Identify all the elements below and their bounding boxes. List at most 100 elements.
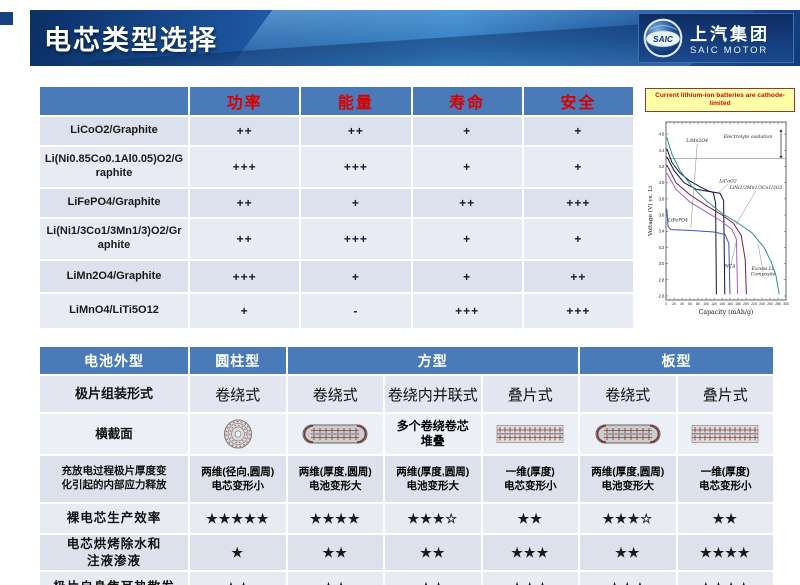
form-row-label: 横截面 (38, 412, 190, 456)
rating-cell: + (410, 145, 524, 189)
rating-cell: +++ (521, 187, 636, 219)
logo-brand-en: SAIC MOTOR (690, 45, 768, 56)
series-LiMn2O4 (666, 148, 717, 295)
svg-text:NCA: NCA (724, 263, 737, 269)
svg-text:Composite: Composite (751, 271, 776, 277)
svg-text:Excess Li,: Excess Li, (751, 266, 776, 272)
rating-cell: + (299, 259, 413, 294)
material-row: Li(Ni0.85Co0.1Al0.05)O2/Graphite +++ +++ + + (38, 145, 636, 189)
svg-text:180: 180 (735, 302, 741, 306)
svg-text:80: 80 (696, 302, 700, 306)
criterion-header-1: 能量 (299, 85, 413, 117)
material-row: LiCoO2/Graphite ++ ++ + + (38, 115, 636, 147)
form-row: 裸电芯生产效率 ★★★★★ ★★★★ ★★★☆ ★★ ★★★☆ ★★ (38, 502, 775, 535)
rating-cell: ++ (521, 259, 636, 294)
form-cell: 叠片式 (675, 374, 775, 414)
form-cell: ★★★☆ (675, 570, 775, 585)
stacked-cross-section-icon (691, 425, 759, 443)
svg-text:300: 300 (783, 302, 789, 306)
spiral-cross-section-icon (223, 419, 252, 449)
shape-group-header-0: 圆柱型 (188, 345, 288, 376)
form-row-label: 裸电芯生产效率 (38, 502, 190, 535)
series-LiNi1/3Mn1/3Co1/3O2 (666, 164, 747, 295)
form-cell: 一维(厚度) 电芯变形小 (480, 454, 580, 504)
rating-cell: +++ (299, 145, 413, 189)
material-name: LiMnO4/LiTi5O12 (38, 292, 190, 330)
svg-text:3.4: 3.4 (659, 229, 665, 234)
form-cell: 卷绕式 (285, 374, 385, 414)
cell-format-table: 电池外型 圆柱型 方型 板型 极片组装形式 卷绕式 卷绕式 卷绕内并联式 叠片式 卷绕式 叠片式 横截… (38, 345, 775, 585)
cross-section-cell (188, 412, 288, 456)
form-cell: 叠片式 (480, 374, 580, 414)
rating-cell: + (410, 115, 524, 147)
voltage-capacity-chart: 0 20 40 60 80 100 120 140 160 180 200 220 240 260 280 3… (645, 115, 795, 332)
series-Excess Li Composite (666, 137, 780, 295)
rating-cell: ++ (187, 115, 302, 147)
form-cell: ★★ (383, 533, 483, 572)
svg-text:120: 120 (711, 302, 717, 306)
svg-text:4.2: 4.2 (659, 164, 665, 169)
material-name: LiCoO2/Graphite (38, 115, 190, 147)
form-cell: 卷绕内并联式 (383, 374, 483, 414)
rating-cell: ++ (299, 115, 413, 147)
rating-cell: + (410, 217, 524, 261)
shape-group-header-2: 板型 (578, 345, 775, 376)
svg-text:20: 20 (672, 302, 676, 306)
form-cell: ★★ (480, 502, 580, 535)
logo-text: 上汽集团 SAIC MOTOR (690, 20, 770, 56)
shape-group-header-1: 方型 (285, 345, 580, 376)
svg-text:3.0: 3.0 (659, 261, 665, 266)
svg-text:240: 240 (759, 302, 765, 306)
svg-text:LiMn2O4: LiMn2O4 (685, 138, 708, 144)
cross-section-cell (578, 412, 678, 456)
cross-section-cell (675, 412, 775, 456)
svg-text:Capacity (mAh/g): Capacity (mAh/g) (699, 309, 754, 316)
rating-cell: +++ (521, 292, 636, 330)
shape-corner-header: 电池外型 (38, 345, 190, 376)
material-name: LiMn2O4/Graphite (38, 259, 190, 294)
rating-cell: - (299, 292, 413, 330)
form-row: 极片组装形式 卷绕式 卷绕式 卷绕内并联式 叠片式 卷绕式 叠片式 (38, 374, 775, 414)
form-row-label: 极片自身焦耳热散发 (38, 570, 190, 585)
chart-panel: Current lithium-ion batteries are cathod… (645, 88, 795, 332)
svg-text:40: 40 (680, 302, 684, 306)
svg-text:2.6: 2.6 (659, 293, 665, 298)
form-cell: 卷绕式 (578, 374, 678, 414)
material-name: Li(Ni1/3Co1/3Mn1/3)O2/Graphite (38, 217, 190, 261)
series-LiCoO2 (666, 156, 726, 295)
rating-cell: ++ (187, 187, 302, 219)
svg-text:Electrolyte oxidation: Electrolyte oxidation (723, 134, 773, 140)
rating-cell: ++ (410, 187, 524, 219)
form-cell: 两维(径向,圆周) 电芯变形小 (188, 454, 288, 504)
svg-text:140: 140 (719, 302, 725, 306)
form-cell: 一维(厚度) 电芯变形小 (675, 454, 775, 504)
rating-cell: + (187, 292, 302, 330)
svg-text:LiFePO4: LiFePO4 (667, 217, 688, 223)
material-row: Li(Ni1/3Co1/3Mn1/3)O2/Graphite ++ +++ + + (38, 217, 636, 261)
flat-wound-cross-section-icon (302, 424, 368, 444)
form-row-label: 极片组装形式 (38, 374, 190, 414)
form-row: 电芯烘烤除水和 注液渗液 ★ ★★ ★★ ★★★ ★★ ★★★★ (38, 533, 775, 572)
series-NCA (666, 172, 739, 295)
criterion-header-2: 寿命 (410, 85, 524, 117)
series-LiFePO4 (666, 208, 731, 295)
banner-notch (0, 12, 13, 25)
svg-text:220: 220 (751, 302, 757, 306)
material-row: LiFePO4/Graphite ++ + ++ +++ (38, 187, 636, 219)
form-cell: 卷绕式 (188, 374, 288, 414)
form-cell: ★★★☆ (383, 502, 483, 535)
rating-cell: +++ (410, 292, 524, 330)
svg-text:60: 60 (688, 302, 692, 306)
form-row-label: 电芯烘烤除水和 注液渗液 (38, 533, 190, 572)
material-row: LiMn2O4/Graphite +++ + + ++ (38, 259, 636, 294)
rating-cell: + (521, 217, 636, 261)
svg-text:3.6: 3.6 (659, 212, 665, 217)
svg-text:4.0: 4.0 (659, 180, 665, 185)
form-row-label: 充放电过程极片厚度变 化引起的内部应力释放 (38, 454, 190, 504)
cathode-comparison-table: 功率 能量 寿命 安全 LiCoO2/Graphite ++ ++ + + Li(Ni0.85Co… (38, 85, 636, 330)
form-row: 极片自身焦耳热散发★☆★★★★★★☆★★★★★★☆ (38, 570, 775, 585)
rating-cell: +++ (299, 217, 413, 261)
svg-text:4.6: 4.6 (659, 131, 665, 136)
material-name: LiFePO4/Graphite (38, 187, 190, 219)
